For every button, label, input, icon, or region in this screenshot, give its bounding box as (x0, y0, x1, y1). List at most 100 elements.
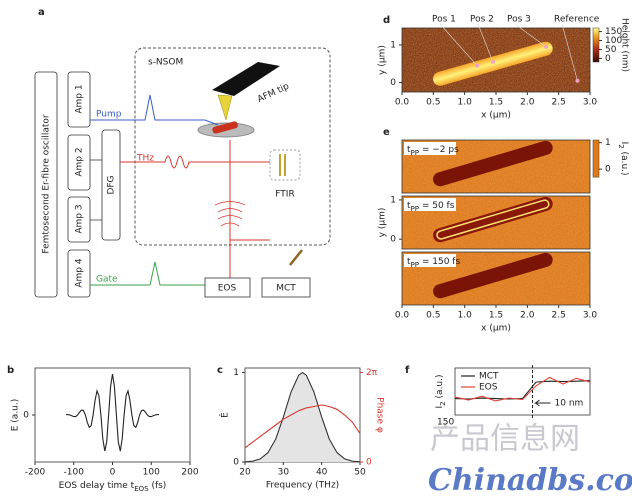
dfg-label: DFG (107, 175, 117, 194)
snom-label: s-NSOM (148, 58, 183, 68)
panel-label: b (7, 365, 14, 376)
y-axis-label: y (μm) (378, 45, 388, 75)
x-tick-label: 1.5 (489, 311, 503, 321)
pump-label: Pump (96, 110, 122, 120)
y-tick-label: 0 (390, 235, 396, 245)
y-tick-label: 0 (233, 458, 239, 468)
y-tick-label: 1 (390, 195, 396, 205)
thz-label: THz (136, 154, 154, 164)
annotation: Pos 2 (470, 15, 494, 25)
nanowire (433, 140, 553, 187)
gate-beam (90, 261, 205, 286)
annotation: Pos 1 (432, 15, 456, 25)
mct-label: MCT (276, 284, 296, 294)
x-axis-label: Frequency (THz) (266, 481, 339, 491)
text-part: EOS (134, 485, 149, 493)
y-tick-label: 50 (605, 45, 617, 55)
plot-frame (454, 367, 591, 416)
x-tick-label: 2.0 (520, 311, 535, 321)
thz-beam (120, 155, 270, 169)
y-tick-label: 100 (605, 36, 622, 46)
text-part: PP (411, 261, 419, 269)
nanowire (433, 196, 553, 243)
afm-cantilever (212, 62, 280, 96)
line (454, 380, 591, 400)
afm-tip (217, 94, 233, 121)
x-tick-label: 0.5 (426, 311, 440, 321)
x-tick-label: 2.5 (552, 98, 566, 108)
plot-frame (34, 367, 191, 463)
panel-label: c (217, 365, 223, 376)
amp-link (90, 159, 102, 221)
eos-box (204, 277, 251, 298)
annotation: Pos 3 (507, 15, 531, 25)
ftir-label: FTIR (275, 190, 294, 200)
annotation: 10 nm (555, 399, 584, 409)
text-part: EOS delay time t (59, 481, 135, 491)
y-tick-label: 0 (605, 165, 611, 175)
thz-path (229, 140, 270, 285)
amp-box (67, 134, 91, 191)
y-axis-label: y (μm) (378, 208, 388, 238)
y-axis-label: E (a.u.) (11, 399, 21, 432)
pointer (439, 23, 478, 66)
text-part: t (407, 201, 411, 211)
image-panel (401, 195, 591, 250)
panel-tag: tPP = 50 fs (407, 201, 455, 214)
pointer (561, 23, 578, 81)
amp-box (67, 71, 91, 128)
x-tick-label: 20 (239, 468, 251, 478)
amp-label: Amp 2 (75, 147, 85, 176)
position-dot (490, 59, 495, 64)
mct-box (261, 277, 311, 298)
x-tick-label: 2.0 (520, 98, 535, 108)
y-tick-label: 0 (605, 54, 611, 64)
pointer (514, 23, 547, 48)
x-axis-label: x (μm) (481, 324, 511, 334)
watermark: Chinadbs.com (428, 463, 632, 498)
x-tick-label: 1.0 (458, 311, 473, 321)
line (66, 374, 159, 452)
panel-tag: tPP = −2 ps (407, 145, 459, 158)
watermark: 产品信息网 (430, 422, 580, 457)
x-tick-label: 2.5 (552, 311, 566, 321)
image-panel (401, 251, 591, 306)
text-part: PP (411, 149, 419, 157)
legend-label: EOS (479, 383, 498, 393)
y-tick-label: 150 (605, 27, 622, 37)
clipped-text: 150 (437, 418, 454, 428)
nanowire (433, 252, 553, 299)
y-axis-label: Ê (219, 412, 231, 418)
text-part: PP (411, 205, 419, 213)
x-tick-label: 1.5 (489, 98, 503, 108)
nanowire (212, 121, 238, 134)
colorbar (592, 139, 600, 178)
x-tick-label: 0.0 (395, 311, 410, 321)
x-tick-label: 0 (110, 468, 116, 478)
x-tick-label: -200 (25, 468, 46, 478)
text-part: I (620, 142, 630, 145)
amp-label: Amp 1 (75, 84, 85, 113)
y-tick-label: 0 (23, 411, 29, 421)
x-tick-label: 200 (181, 468, 198, 478)
colorbar-label: Height (nm) (620, 18, 630, 72)
line (244, 404, 361, 449)
x-tick-label: 3.0 (583, 311, 598, 321)
diagram: a Femtosecond Er-fibre oscillator Amp 1 … (34, 7, 331, 298)
snom-box (134, 47, 331, 246)
x-tick-label: 50 (354, 468, 366, 478)
oscillator-box (34, 71, 58, 298)
image-panel (401, 139, 591, 194)
nanowire-edge (436, 199, 550, 240)
panel-label: a (38, 7, 45, 18)
pointer (477, 23, 494, 62)
colorbar (592, 27, 600, 63)
y-tick-label: 1 (233, 368, 239, 378)
position-dot (475, 63, 480, 68)
annotation: Reference (554, 15, 600, 25)
y-axis-label: I2 (a.u.) (435, 375, 448, 409)
text-part: I (435, 406, 445, 409)
x-axis-label: x (μm) (481, 111, 511, 121)
